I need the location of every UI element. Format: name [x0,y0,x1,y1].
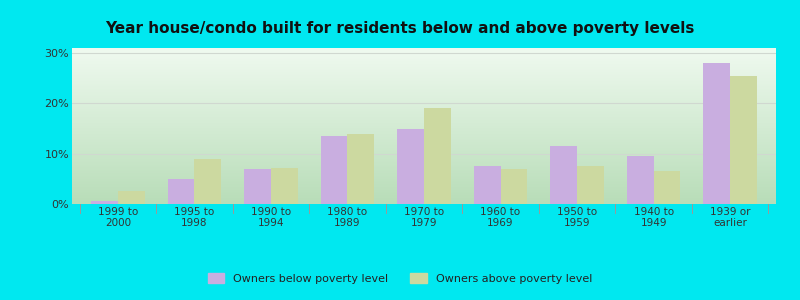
Bar [501,169,527,204]
Bar [626,156,654,204]
Legend: Owners below poverty level, Owners above poverty level: Owners below poverty level, Owners above… [203,269,597,288]
Bar [194,159,222,204]
Bar [703,63,730,204]
Bar [424,108,450,204]
Bar [168,179,194,204]
Text: Year house/condo built for residents below and above poverty levels: Year house/condo built for residents bel… [106,21,694,36]
Bar [118,191,145,204]
Bar [550,146,577,204]
Bar [577,166,604,204]
Bar [398,128,424,204]
Bar [321,136,347,204]
Bar [271,168,298,204]
Bar [654,171,680,204]
Bar [730,76,757,204]
Bar [347,134,374,204]
Bar [91,202,118,204]
Bar [474,166,501,204]
Bar [244,169,271,204]
